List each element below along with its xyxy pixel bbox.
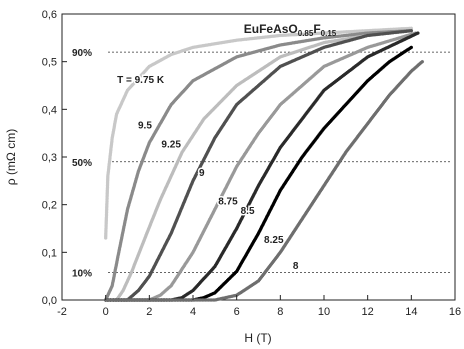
series	[103, 29, 413, 302]
chart-title: EuFeAsO0.85F0.15	[244, 22, 337, 38]
x-tick-label: -2	[57, 306, 67, 318]
x-tick-label: 4	[190, 306, 196, 318]
x-tick-label: 10	[318, 306, 330, 318]
reference-line-label: 90%	[72, 48, 92, 59]
x-tick-label: 16	[449, 306, 461, 318]
y-tick-label: 0,4	[42, 104, 57, 116]
series	[103, 26, 413, 240]
curve-label: 8.5	[241, 206, 255, 217]
curve-label: 9.5	[138, 120, 152, 131]
x-tick-label: 2	[146, 306, 152, 318]
x-tick-label: 12	[362, 306, 374, 318]
x-tick-label: 0	[103, 306, 109, 318]
ticks-layer: -2 0 2 4 6 8 10 12 14 16 0,0 0,1 0,2 0,3 0,4 0,5 0,6	[42, 9, 461, 318]
curve-label: 9	[199, 168, 205, 179]
data-point	[409, 29, 413, 33]
x-axis-label: H (T)	[244, 331, 271, 345]
series	[103, 29, 413, 302]
series-layer	[103, 26, 424, 302]
curve-label: 8.75	[218, 197, 238, 208]
reference-lines: 90% 50% 10%	[72, 48, 451, 279]
curve-label: 8.25	[264, 235, 284, 246]
y-tick-label: 0,1	[42, 247, 57, 259]
x-tick-label: 14	[405, 306, 417, 318]
y-tick-label: 0,3	[42, 152, 57, 164]
x-tick-label: 8	[277, 306, 283, 318]
annotations-layer: T = 9.75 K 9.5 9.25 9 8.758.5 8.25 8	[116, 74, 301, 274]
data-point	[409, 45, 413, 50]
y-axis-label: ρ (mΩ cm)	[4, 129, 18, 185]
y-tick-label: 0,5	[42, 57, 57, 69]
curve-label: 8	[293, 261, 299, 272]
y-tick-label: 0,6	[42, 9, 57, 21]
curve-label: 9.25	[161, 139, 181, 150]
y-tick-label: 0,0	[42, 295, 57, 307]
data-point	[420, 60, 424, 64]
curve-label: T = 9.75 K	[117, 75, 165, 86]
reference-line-label: 10%	[72, 268, 92, 279]
series	[103, 60, 424, 302]
y-tick-label: 0,2	[42, 200, 57, 212]
reference-line-label: 50%	[72, 158, 92, 169]
x-tick-label: 6	[234, 306, 240, 318]
data-point	[416, 31, 420, 35]
